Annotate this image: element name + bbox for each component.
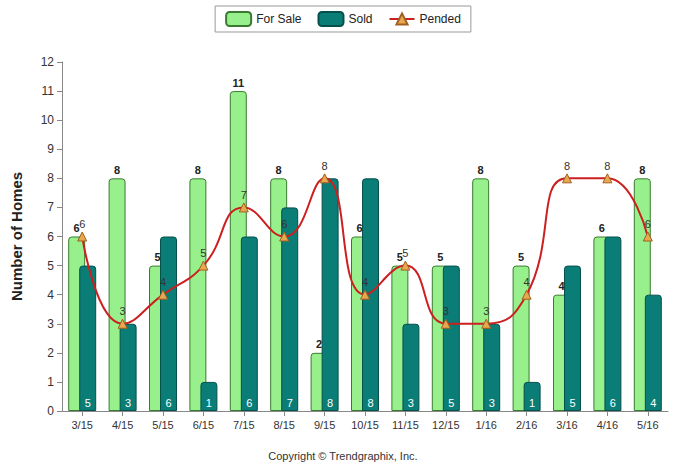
svg-text:5: 5 bbox=[569, 397, 575, 409]
svg-text:11: 11 bbox=[42, 84, 55, 98]
svg-text:8: 8 bbox=[276, 164, 282, 176]
svg-text:5: 5 bbox=[396, 251, 403, 264]
svg-text:0: 0 bbox=[47, 404, 54, 418]
svg-text:5: 5 bbox=[518, 251, 524, 263]
svg-text:6: 6 bbox=[165, 397, 171, 409]
svg-text:8: 8 bbox=[47, 171, 54, 185]
svg-text:10: 10 bbox=[41, 113, 55, 127]
svg-text:8: 8 bbox=[367, 397, 373, 409]
svg-text:2/16: 2/16 bbox=[516, 419, 537, 431]
svg-text:4: 4 bbox=[558, 280, 565, 293]
svg-text:3: 3 bbox=[47, 317, 54, 331]
svg-text:6: 6 bbox=[610, 397, 616, 409]
svg-text:Pended: Pended bbox=[419, 12, 460, 26]
svg-text:3/15: 3/15 bbox=[71, 419, 92, 431]
svg-text:8: 8 bbox=[604, 160, 610, 172]
svg-text:7: 7 bbox=[47, 200, 54, 214]
svg-text:5: 5 bbox=[437, 251, 443, 263]
svg-text:5: 5 bbox=[154, 251, 160, 263]
svg-text:2: 2 bbox=[316, 338, 322, 350]
svg-text:8: 8 bbox=[639, 164, 645, 176]
svg-text:3: 3 bbox=[408, 397, 414, 409]
svg-text:6: 6 bbox=[645, 218, 651, 230]
svg-text:For Sale: For Sale bbox=[256, 12, 302, 26]
svg-text:4: 4 bbox=[524, 276, 530, 288]
svg-text:7/15: 7/15 bbox=[233, 419, 254, 431]
svg-text:8: 8 bbox=[322, 160, 328, 172]
svg-text:11: 11 bbox=[232, 77, 244, 89]
svg-text:12/15: 12/15 bbox=[432, 419, 460, 431]
svg-text:4/16: 4/16 bbox=[597, 419, 618, 431]
svg-text:4: 4 bbox=[160, 276, 166, 288]
svg-text:11/15: 11/15 bbox=[392, 419, 419, 431]
svg-text:1: 1 bbox=[529, 397, 535, 409]
svg-text:4: 4 bbox=[362, 276, 368, 288]
svg-text:9: 9 bbox=[47, 142, 54, 156]
svg-text:4: 4 bbox=[650, 397, 656, 409]
svg-text:3: 3 bbox=[489, 397, 495, 409]
svg-text:6: 6 bbox=[79, 218, 85, 230]
svg-text:1/16: 1/16 bbox=[475, 419, 496, 431]
svg-text:1: 1 bbox=[206, 397, 212, 409]
svg-text:5: 5 bbox=[402, 247, 408, 259]
svg-text:7: 7 bbox=[241, 189, 247, 201]
svg-text:1: 1 bbox=[47, 375, 54, 389]
svg-text:2: 2 bbox=[47, 346, 54, 360]
svg-text:3: 3 bbox=[120, 305, 126, 317]
svg-text:8: 8 bbox=[478, 164, 484, 176]
svg-text:6: 6 bbox=[281, 218, 287, 230]
svg-text:5: 5 bbox=[200, 247, 206, 259]
svg-text:3: 3 bbox=[125, 397, 131, 409]
svg-text:5/16: 5/16 bbox=[637, 419, 658, 431]
svg-text:Number of Homes: Number of Homes bbox=[8, 172, 25, 301]
svg-text:6: 6 bbox=[47, 230, 54, 244]
svg-text:5: 5 bbox=[85, 397, 91, 409]
svg-text:6: 6 bbox=[599, 222, 605, 234]
svg-text:3: 3 bbox=[483, 305, 489, 317]
svg-text:6: 6 bbox=[246, 397, 252, 409]
svg-text:7: 7 bbox=[287, 397, 293, 409]
svg-text:3: 3 bbox=[443, 305, 449, 317]
svg-text:8/15: 8/15 bbox=[273, 419, 294, 431]
svg-text:5: 5 bbox=[47, 259, 54, 273]
svg-text:Copyright © Trendgraphix, Inc.: Copyright © Trendgraphix, Inc. bbox=[268, 450, 417, 462]
svg-text:4/15: 4/15 bbox=[112, 419, 133, 431]
svg-text:10/15: 10/15 bbox=[351, 419, 379, 431]
svg-text:Sold: Sold bbox=[348, 12, 372, 26]
svg-text:4: 4 bbox=[47, 288, 54, 302]
svg-text:12: 12 bbox=[41, 55, 55, 69]
svg-text:6: 6 bbox=[356, 222, 362, 234]
svg-text:6: 6 bbox=[73, 222, 80, 234]
svg-text:9/15: 9/15 bbox=[314, 419, 335, 431]
svg-text:6/15: 6/15 bbox=[193, 419, 214, 431]
svg-text:5/15: 5/15 bbox=[152, 419, 173, 431]
svg-text:8: 8 bbox=[564, 160, 570, 172]
svg-text:3/16: 3/16 bbox=[556, 419, 577, 431]
svg-text:8: 8 bbox=[114, 164, 120, 176]
svg-text:8: 8 bbox=[195, 164, 201, 176]
svg-text:5: 5 bbox=[448, 397, 454, 409]
svg-text:8: 8 bbox=[327, 397, 333, 409]
